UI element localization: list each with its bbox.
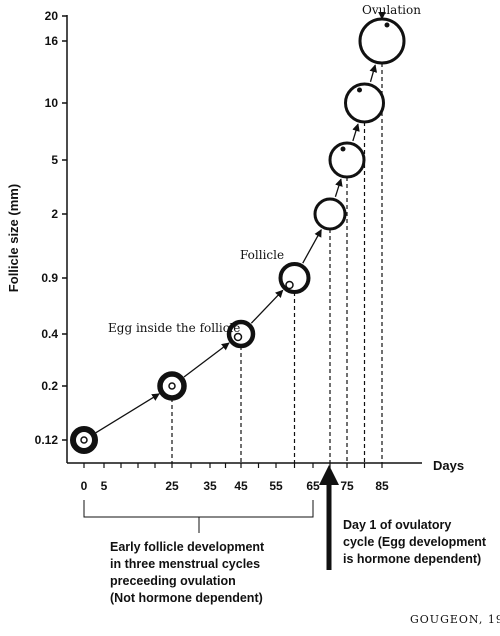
y-tick-label: 5 [51,153,58,167]
connector-arrow [183,342,230,378]
y-tick-label: 16 [45,34,59,48]
egg-marker [340,146,346,152]
egg-marker [80,436,88,444]
y-tick-label: 10 [45,96,59,110]
early-note-line: Early follicle development [110,540,265,554]
x-tick-label: 85 [375,479,389,493]
egg-marker [384,22,390,28]
x-tick-label: 65 [306,479,320,493]
y-ticks: 0.12 0.2 0.4 0.9 2 5 10 16 20 [35,9,67,447]
early-bracket [83,500,314,518]
day1-note-line: Day 1 of ovulatory [343,518,451,532]
x-tick-label: 55 [269,479,283,493]
day1-note-line: cycle (Egg development [343,535,487,549]
x-tick-label: 75 [340,479,354,493]
egg-annotation: Egg inside the follicle [108,321,240,335]
follicle-marker [278,262,311,294]
connector-arrow [369,64,378,83]
early-note-line: preceeding ovulation [110,574,236,588]
egg-marker [233,332,243,342]
day1-note-line: is hormone dependent) [343,552,481,566]
follicle-annotation: Follicle [240,248,284,262]
x-tick-label: 25 [165,479,179,493]
drop-lines [171,63,383,463]
connector-arrow [334,178,343,198]
x-tick-label: 5 [101,479,108,493]
ovulation-annotation: Ovulation [362,3,421,17]
y-tick-label: 0.9 [41,271,58,285]
x-tick-label: 35 [203,479,217,493]
y-axis-label: Follicle size (mm) [6,184,21,292]
follicle-marker [358,17,406,65]
x-tick-label: 0 [81,479,88,493]
follicle-marker [313,197,347,231]
credit: GOUGEON, 1996 [410,613,500,626]
x-axis-label: Days [433,458,464,473]
y-tick-label: 20 [45,9,59,23]
early-note-line: in three menstrual cycles [110,557,260,571]
connector-arrow [352,123,360,142]
connector-arrow [250,289,284,324]
early-note-line: (Not hormone dependent) [110,591,263,605]
x-tick-label: 45 [234,479,248,493]
follicle-marker [344,82,385,124]
follicle-points [70,17,406,454]
egg-marker [285,280,294,290]
follicle-marker [328,141,366,179]
egg-marker [168,382,176,390]
day1-note: Day 1 of ovulatory cycle (Egg development… [343,518,487,566]
connector-arrow [302,229,322,264]
early-development-note: Early follicle development in three menst… [110,540,265,605]
y-tick-label: 0.4 [41,327,58,341]
connector-arrow [95,393,160,434]
egg-marker [357,87,362,93]
y-tick-label: 0.12 [35,433,59,447]
x-ticks: 0 5 25 35 45 55 65 75 85 [81,463,389,493]
y-tick-label: 0.2 [41,379,58,393]
y-tick-label: 2 [51,207,58,221]
connector-arrows [95,11,386,434]
